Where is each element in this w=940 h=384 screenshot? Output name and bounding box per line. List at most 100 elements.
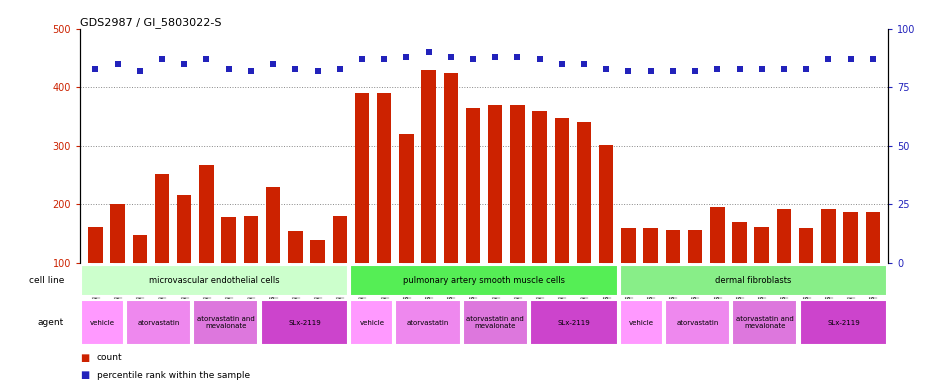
Text: ■: ■	[80, 353, 89, 363]
Bar	[462, 300, 528, 345]
Bar	[400, 134, 414, 322]
Bar	[710, 207, 725, 322]
Bar	[199, 165, 213, 322]
Point	[243, 68, 258, 74]
Bar	[266, 187, 280, 322]
Bar	[621, 228, 635, 322]
Point	[687, 68, 702, 74]
Point	[177, 61, 192, 67]
Text: count: count	[97, 353, 122, 362]
Text: ■: ■	[80, 370, 89, 380]
Point	[88, 66, 103, 72]
Bar	[510, 105, 525, 322]
Point	[488, 54, 503, 60]
Bar	[444, 73, 458, 322]
Bar	[843, 212, 858, 322]
Bar	[288, 231, 303, 322]
Point	[154, 56, 169, 62]
Point	[133, 68, 148, 74]
Point	[643, 68, 658, 74]
Bar	[126, 300, 191, 345]
Bar	[466, 108, 480, 322]
Bar	[866, 212, 880, 322]
Bar	[260, 300, 348, 345]
Bar	[377, 93, 391, 322]
Bar	[194, 300, 258, 345]
Bar	[530, 300, 618, 345]
Bar	[532, 111, 547, 322]
Bar	[666, 230, 681, 322]
Point	[266, 61, 281, 67]
Point	[732, 66, 747, 72]
Text: SLx-2119: SLx-2119	[827, 319, 860, 326]
Bar	[644, 228, 658, 322]
Bar	[688, 230, 702, 322]
Bar	[177, 195, 192, 322]
Bar	[577, 122, 591, 322]
Bar	[421, 70, 436, 322]
Bar	[620, 265, 887, 296]
Bar	[354, 93, 369, 322]
Text: atorvastatin and
mevalonate: atorvastatin and mevalonate	[736, 316, 793, 329]
Bar	[732, 300, 797, 345]
Bar	[351, 300, 393, 345]
Point	[754, 66, 769, 72]
Text: pulmonary artery smooth muscle cells: pulmonary artery smooth muscle cells	[403, 276, 565, 285]
Point	[399, 54, 414, 60]
Bar	[665, 300, 730, 345]
Bar	[88, 227, 102, 322]
Text: vehicle: vehicle	[629, 319, 654, 326]
Point	[599, 66, 614, 72]
Text: atorvastatin and
mevalonate: atorvastatin and mevalonate	[197, 316, 255, 329]
Text: atorvastatin: atorvastatin	[676, 319, 718, 326]
Bar	[333, 216, 347, 322]
Bar	[620, 300, 663, 345]
Point	[509, 54, 525, 60]
Point	[799, 66, 814, 72]
Point	[843, 56, 858, 62]
Bar	[822, 209, 836, 322]
Bar	[81, 265, 348, 296]
Bar	[799, 228, 813, 322]
Text: GDS2987 / GI_5803022-S: GDS2987 / GI_5803022-S	[80, 17, 222, 28]
Text: agent: agent	[38, 318, 64, 327]
Text: SLx-2119: SLx-2119	[288, 319, 321, 326]
Bar	[488, 105, 502, 322]
Bar	[732, 222, 746, 322]
Point	[288, 66, 303, 72]
Point	[110, 61, 125, 67]
Text: percentile rank within the sample: percentile rank within the sample	[97, 371, 250, 380]
Bar	[133, 235, 147, 322]
Text: atorvastatin and
mevalonate: atorvastatin and mevalonate	[466, 316, 525, 329]
Bar	[110, 204, 125, 322]
Point	[621, 68, 636, 74]
Bar	[396, 300, 461, 345]
Bar	[755, 227, 769, 322]
Point	[555, 61, 570, 67]
Point	[821, 56, 836, 62]
Bar	[351, 265, 618, 296]
Point	[576, 61, 591, 67]
Text: atorvastatin: atorvastatin	[407, 319, 449, 326]
Point	[221, 66, 236, 72]
Bar	[800, 300, 887, 345]
Point	[532, 56, 547, 62]
Bar	[222, 217, 236, 322]
Bar	[599, 145, 614, 322]
Point	[710, 66, 725, 72]
Point	[465, 56, 480, 62]
Point	[666, 68, 681, 74]
Point	[444, 54, 459, 60]
Bar	[243, 216, 258, 322]
Text: dermal fibroblasts: dermal fibroblasts	[715, 276, 791, 285]
Point	[354, 56, 369, 62]
Point	[865, 56, 880, 62]
Bar	[81, 300, 124, 345]
Text: vehicle: vehicle	[359, 319, 384, 326]
Point	[332, 66, 347, 72]
Text: atorvastatin: atorvastatin	[137, 319, 180, 326]
Text: cell line: cell line	[29, 276, 64, 285]
Text: microvascular endothelial cells: microvascular endothelial cells	[149, 276, 280, 285]
Text: SLx-2119: SLx-2119	[557, 319, 590, 326]
Bar	[555, 118, 569, 322]
